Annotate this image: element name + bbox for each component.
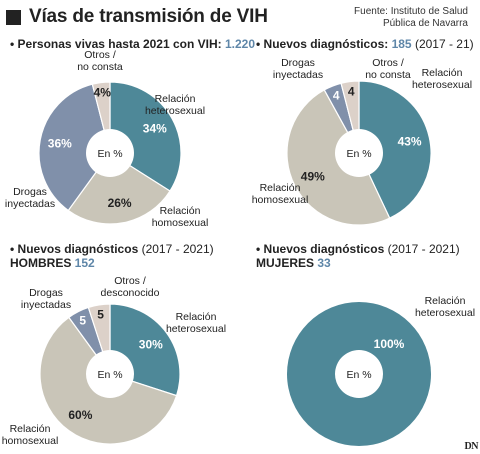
panel-1-heading-text: Personas vivas hasta 2021 con VIH: — [17, 37, 225, 51]
category-label-relacion-homosexual: Relación homosexual — [152, 205, 209, 229]
pie-chart-1: 34% Relación heterosexual 26% Relación homose… — [5, 50, 209, 229]
panel-1-heading: • Personas vivas hasta 2021 con VIH: 1.2… — [10, 37, 256, 51]
category-label-relacion-heterosexual: Relación heterosexual — [415, 295, 475, 319]
pie-chart-3: 30%Relación heterosexual 60% Relación homose… — [2, 275, 226, 447]
category-label-relacion-heterosexual: Relación heterosexual — [166, 311, 226, 335]
category-label-relacion-homosexual: Relación homosexual — [2, 423, 59, 447]
value-label-relacion-heterosexual: 43% — [398, 135, 422, 149]
donut-hole — [335, 129, 383, 177]
category-label-drogas-inyectadas: Drogas inyectadas — [273, 57, 323, 81]
slice-relacion-homosexual — [67, 152, 171, 225]
panel-3-heading: • Nuevos diagnósticos (2017 - 2021) HOMB… — [10, 242, 214, 270]
panel-2-heading-text: Nuevos diagnósticos: — [263, 37, 392, 51]
panel-4-heading-value: 33 — [317, 256, 331, 270]
title-block: Vías de transmisión de VIH — [6, 6, 268, 28]
center-label: En % — [346, 148, 371, 160]
panel-4-heading-text: Nuevos diagnósticos — [263, 242, 385, 256]
value-label-otros-no-consta: 4% — [94, 85, 112, 99]
panel-3-heading-group: HOMBRES — [10, 256, 75, 270]
slice-relacion-heterosexual — [358, 80, 432, 219]
panel-2-heading: • Nuevos diagnósticos: 185 (2017 - 21) — [256, 37, 474, 51]
value-label-relacion-heterosexual: 34% — [143, 121, 167, 135]
panel-3-heading-value: 152 — [74, 256, 95, 270]
donut-hole — [86, 350, 134, 398]
logo: DN — [464, 441, 479, 452]
value-label-relacion-homosexual: 26% — [108, 196, 132, 210]
category-label-otros-no-consta: Otros / no consta — [77, 50, 123, 73]
donut-hole — [86, 129, 134, 177]
panel-1-heading-value: 1.220 — [225, 37, 256, 51]
category-label-otros-desconocido: Otros / desconocido — [101, 275, 160, 299]
category-label-drogas-inyectadas: Drogas inyectadas — [21, 287, 71, 311]
panel-2-heading-value: 185 — [391, 37, 412, 51]
category-label-relacion-homosexual: Relación homosexual — [252, 182, 309, 206]
panel-4-heading: • Nuevos diagnósticos (2017 - 2021) MUJE… — [256, 242, 460, 270]
panel-2-heading-suffix: (2017 - 21) — [411, 37, 474, 51]
category-label-relacion-heterosexual: Relación heterosexual — [412, 67, 472, 91]
center-label: En % — [97, 148, 122, 160]
value-label-relacion-heterosexual: 30% — [139, 337, 163, 351]
value-label-otros-desconocido: 5 — [97, 308, 104, 322]
center-label: En % — [346, 369, 371, 381]
source-line-2: Pública de Navarra — [382, 18, 468, 29]
value-label-relacion-homosexual: 60% — [68, 408, 92, 422]
value-label-drogas-inyectadas: 4 — [333, 88, 340, 102]
donut-hole — [335, 350, 383, 398]
value-label-otros-no-consta: 4 — [348, 85, 355, 99]
pie-chart-2: 43% Relación heterosexual 49%Relación homose… — [252, 57, 472, 226]
value-label-drogas-inyectadas: 36% — [48, 136, 72, 150]
category-label-relacion-heterosexual: Relación heterosexual — [145, 93, 205, 117]
panel-3-heading-suffix: (2017 - 2021) — [138, 242, 214, 256]
category-label-otros-no-consta: Otros / no consta — [365, 57, 411, 81]
value-label-relacion-heterosexual: 100% — [374, 337, 405, 351]
value-label-relacion-homosexual: 49% — [301, 170, 325, 184]
source-line-1: Fuente: Instituto de Salud — [354, 6, 468, 17]
value-label-drogas-inyectadas: 5 — [79, 313, 86, 327]
slice-drogas-inyectadas — [38, 83, 111, 212]
panel-4-heading-suffix: (2017 - 2021) — [384, 242, 460, 256]
source-note: Fuente: Instituto de Salud Pública de Na… — [354, 6, 468, 30]
title-square-icon — [6, 9, 21, 25]
center-label: En % — [97, 369, 122, 381]
panel-4-heading-group: MUJERES — [256, 256, 318, 270]
page-title: Vías de transmisión de VIH — [29, 6, 268, 27]
panel-3-heading-text: Nuevos diagnósticos — [17, 242, 139, 256]
pie-chart-4: 100% Relación heterosexual En % — [287, 295, 475, 446]
category-label-drogas-inyectadas: Drogas inyectadas — [5, 186, 55, 210]
